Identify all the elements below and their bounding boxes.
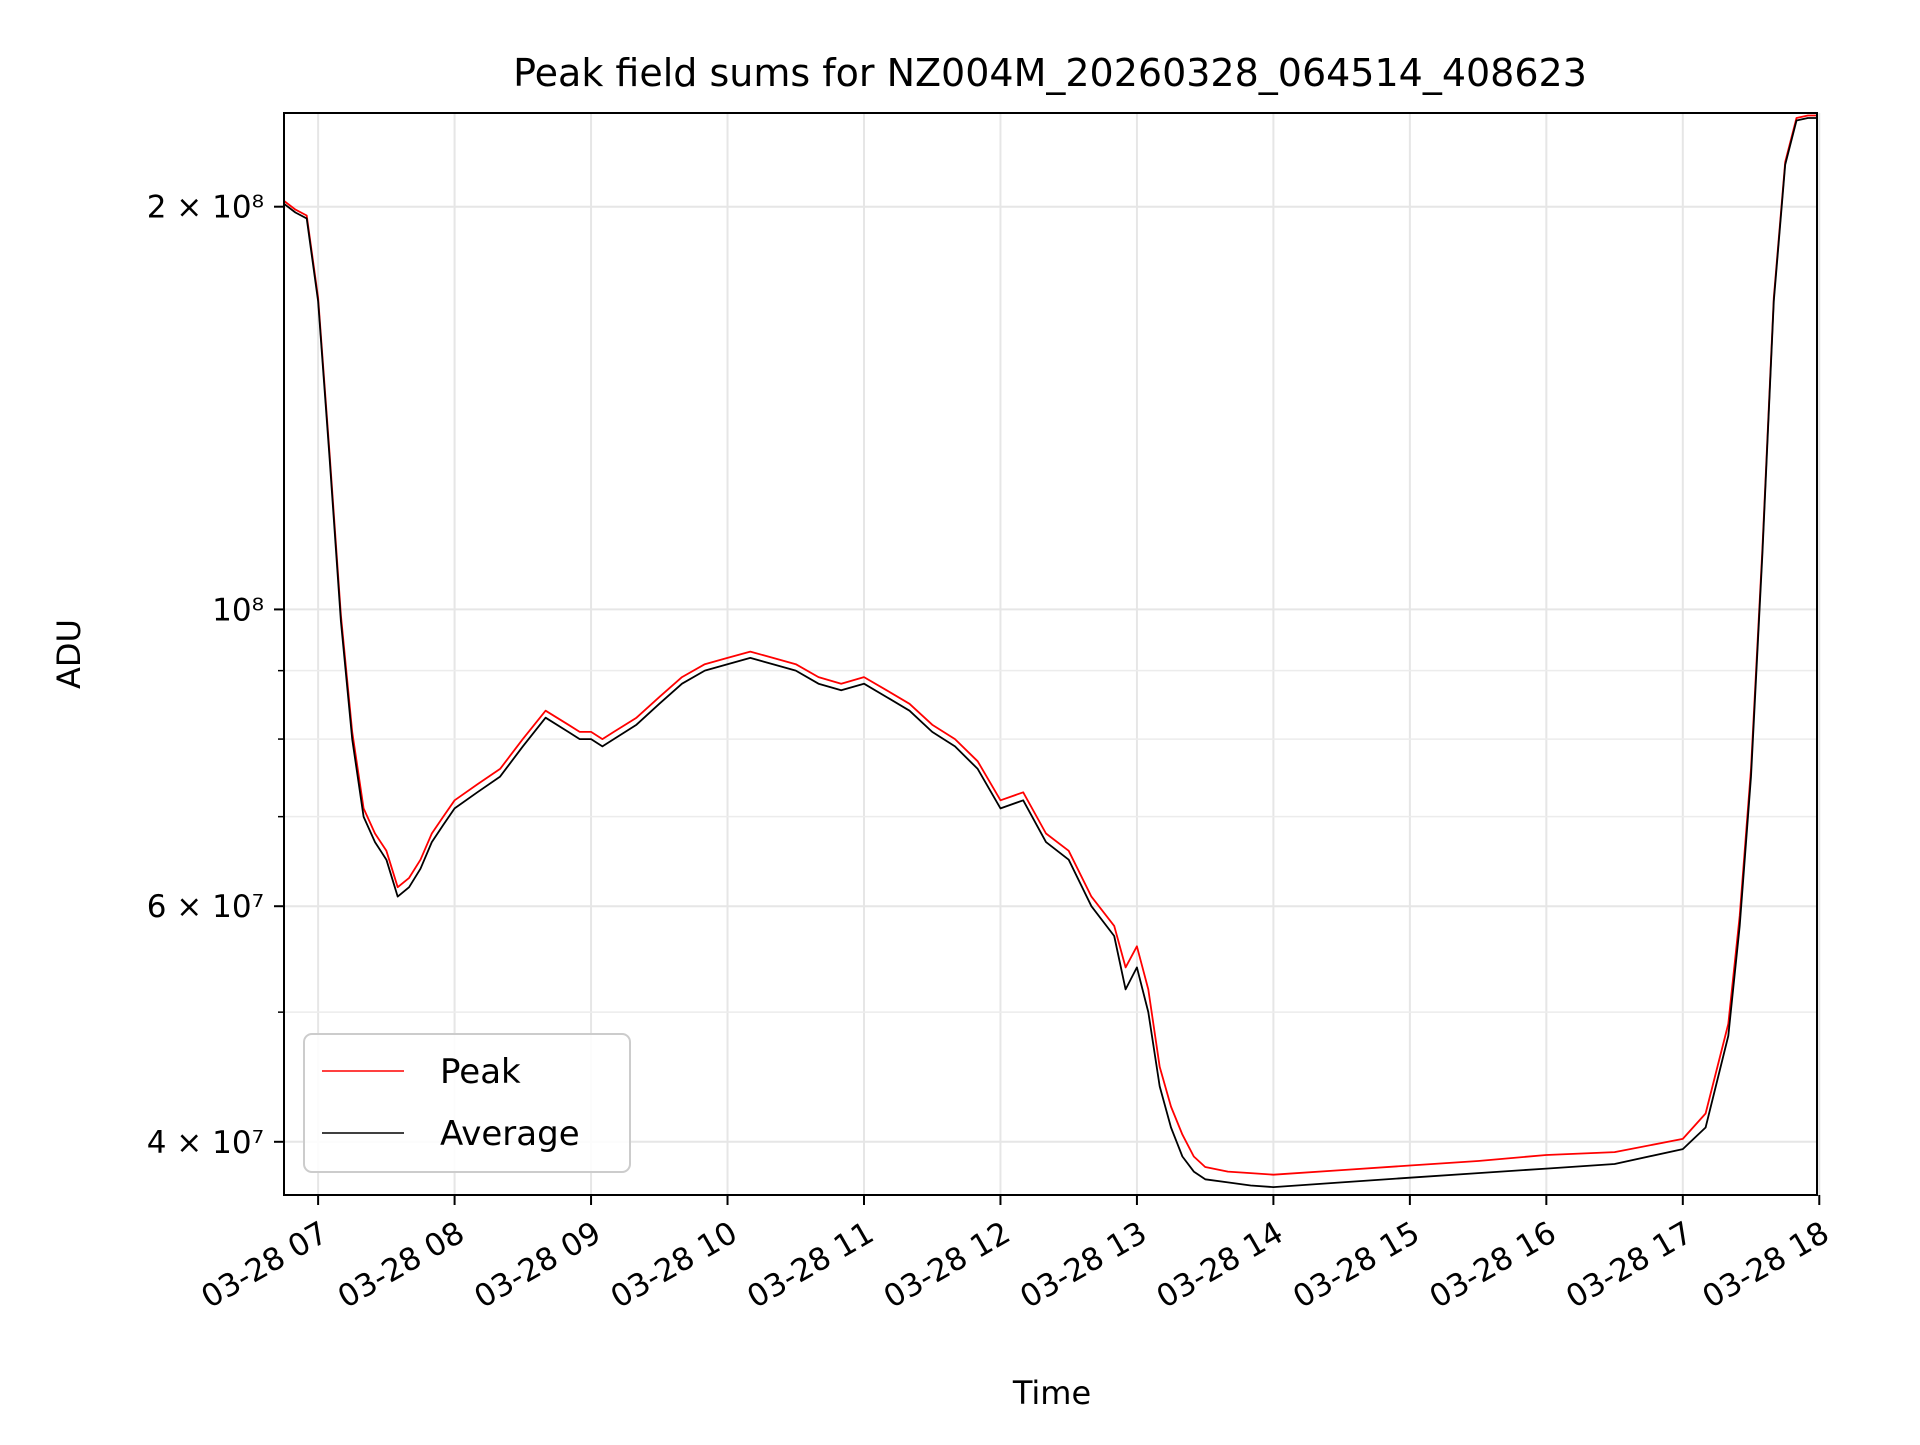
- grid-layer: [284, 113, 1821, 1195]
- series-layer: [283, 114, 1817, 1188]
- y-tick-label: 6 × 10⁷: [147, 889, 264, 925]
- y-axis-ticks: 4 × 10⁷ 6 × 10⁷ 10⁸ 2 × 10⁸: [147, 190, 284, 1161]
- y-tick-label: 10⁸: [212, 592, 264, 628]
- legend-label-peak: Peak: [440, 1052, 521, 1092]
- plot-frame: [283, 112, 1818, 1196]
- chart-title: Peak field sums for NZ004M_20260328_0645…: [513, 51, 1587, 95]
- legend-box: [303, 1033, 631, 1173]
- legend: Peak Average: [303, 1033, 631, 1173]
- series-line-average: [283, 117, 1817, 1188]
- legend-label-average: Average: [440, 1114, 580, 1154]
- y-tick-label: 4 × 10⁷: [147, 1125, 264, 1161]
- x-axis-label: Time: [1012, 1374, 1091, 1412]
- series-line-peak: [283, 114, 1817, 1176]
- y-tick-label: 2 × 10⁸: [147, 190, 264, 226]
- y-axis-label: ADU: [50, 619, 88, 689]
